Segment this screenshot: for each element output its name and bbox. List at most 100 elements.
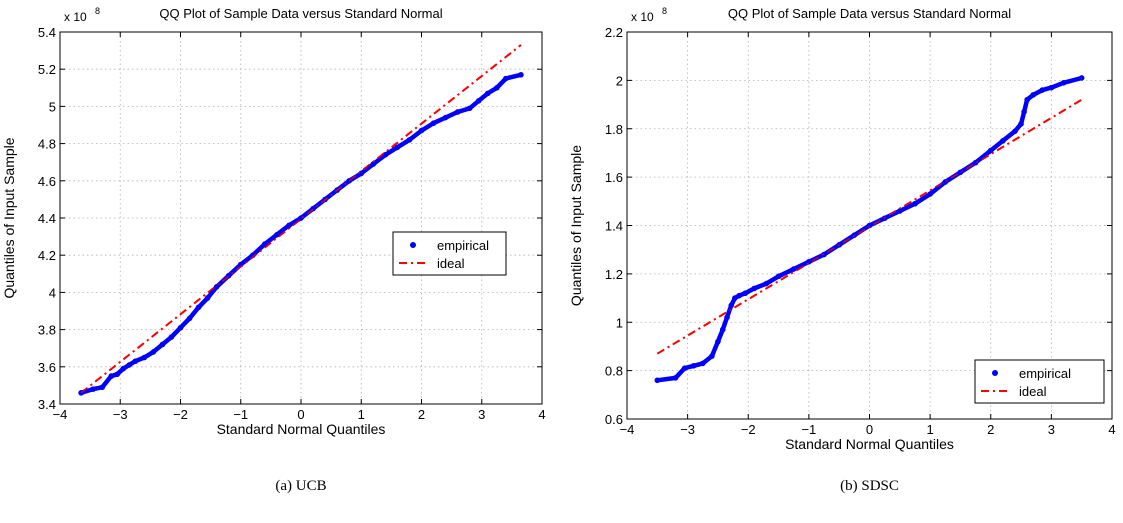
empirical-point (177, 324, 184, 331)
empirical-point (298, 215, 304, 221)
ideal-line-overlay (656, 99, 1083, 355)
empirical-point (987, 147, 994, 154)
y-axis-label: Quantiles of Input Sample (1, 137, 17, 298)
empirical-point (715, 338, 721, 345)
empirical-point (1018, 121, 1024, 127)
x-tick-label: 3 (1048, 422, 1055, 437)
empirical-point (406, 137, 413, 143)
empirical-point (672, 375, 679, 381)
chart-title: QQ Plot of Sample Data versus Standard N… (728, 6, 1011, 21)
empirical-point (120, 365, 127, 372)
empirical-point (790, 266, 797, 272)
y-tick-label: 4.8 (38, 137, 56, 152)
empirical-point (274, 231, 280, 238)
y-tick-label: 1.4 (605, 219, 623, 234)
empirical-point (168, 334, 175, 340)
legend-box (974, 359, 1105, 404)
empirical-point (1060, 79, 1067, 86)
y-tick-label: 5.4 (38, 25, 56, 40)
ideal-line-overlay (80, 44, 522, 394)
empirical-point (382, 151, 389, 158)
empirical-point (1000, 138, 1006, 144)
empirical-point (454, 109, 461, 115)
y-tick-label: 1 (616, 315, 623, 330)
legend-marker-empirical (992, 370, 998, 376)
empirical-point (654, 377, 661, 384)
empirical-point (442, 114, 449, 121)
empirical-point (775, 273, 782, 280)
empirical-point (484, 90, 491, 97)
empirical-point (494, 85, 500, 91)
x-tick-label: 0 (866, 422, 873, 437)
y-exponent-power: 8 (95, 6, 100, 16)
empirical-point (709, 353, 715, 359)
empirical-point (503, 75, 509, 82)
empirical-point (99, 384, 105, 391)
x-axis-label: Standard Normal Quantiles (785, 436, 954, 452)
plot-area (78, 44, 524, 396)
legend-label: empirical (1019, 366, 1071, 381)
empirical-point (719, 326, 726, 333)
x-tick-label: 1 (358, 407, 365, 422)
empirical-point (90, 386, 96, 392)
y-tick-label: 1.8 (605, 122, 623, 137)
y-exponent-power: 8 (662, 6, 667, 16)
figure-caption: (a) UCB (275, 478, 326, 494)
x-tick-label: −3 (113, 407, 128, 422)
x-tick-label: 2 (987, 422, 994, 437)
empirical-point (699, 360, 706, 367)
y-exponent-label: x 10 (631, 10, 654, 24)
empirical-point (1021, 109, 1027, 115)
y-tick-label: 5.2 (38, 62, 56, 77)
legend: empirical ideal (974, 359, 1105, 404)
empirical-point (466, 105, 473, 112)
empirical-point (927, 191, 933, 197)
y-tick-label: 4 (49, 285, 56, 300)
empirical-point (1039, 87, 1046, 93)
x-tick-label: −4 (620, 422, 635, 437)
y-tick-label: 0.8 (605, 364, 623, 379)
x-tick-label: −1 (801, 422, 816, 437)
empirical-point (195, 304, 202, 311)
y-tick-label: 0.6 (605, 412, 623, 427)
empirical-point (1048, 84, 1055, 91)
empirical-point (1078, 75, 1085, 81)
empirical-point (430, 120, 437, 126)
x-tick-label: −3 (680, 422, 695, 437)
y-tick-label: 2.2 (605, 25, 623, 40)
empirical-point (742, 290, 749, 297)
x-tick-label: 4 (538, 407, 545, 422)
legend: empirical ideal (392, 231, 507, 276)
empirical-point (736, 292, 742, 299)
empirical-point (972, 159, 979, 166)
panel-sdsc: −4 −3 −2 −1 0 1 2 3 4 0.6 0.8 1 1.2 1.4 1.6 1.8 2 2.2 x 10… (568, 6, 1116, 494)
plot-area (654, 75, 1085, 384)
empirical-point (108, 373, 115, 379)
legend-box (392, 231, 507, 276)
empirical-point (897, 208, 903, 214)
empirical-point (732, 295, 738, 301)
empirical-point (141, 354, 148, 361)
x-tick-label: −4 (53, 407, 68, 422)
empirical-point (394, 144, 401, 151)
x-tick-label: 4 (1108, 422, 1115, 437)
y-tick-label: 4.4 (38, 211, 56, 226)
empirical-point (204, 295, 211, 301)
empirical-point (370, 161, 377, 167)
empirical-point (728, 302, 735, 309)
x-axis-label: Standard Normal Quantiles (217, 421, 386, 437)
empirical-point (418, 127, 425, 134)
legend-label: empirical (437, 238, 489, 253)
legend-marker-empirical (410, 242, 416, 248)
y-tick-label: 2 (616, 73, 623, 88)
chart-title: QQ Plot of Sample Data versus Standard N… (159, 6, 442, 21)
x-tick-label: −2 (741, 422, 756, 437)
empirical-point (1024, 96, 1030, 103)
y-tick-label: 3.4 (38, 397, 56, 412)
empirical-point (132, 358, 139, 365)
y-tick-label: 5 (49, 99, 56, 114)
empirical-point (690, 362, 697, 369)
panel-ucb: −4 −3 −2 −1 0 1 2 3 4 3.4 3.6 3.8 4 4.2 4.4 4.6 4.8 5 5.2 5… (1, 6, 546, 494)
x-tick-label: 2 (418, 407, 425, 422)
